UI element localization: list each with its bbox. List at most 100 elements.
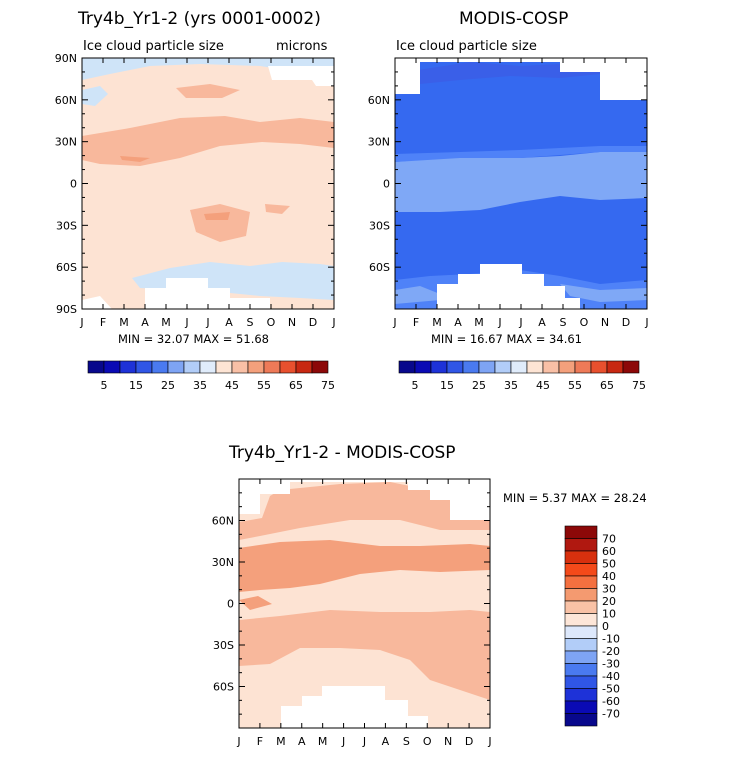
panel1-stats: MIN = 32.07 MAX = 51.68: [118, 332, 269, 346]
colorbar-swatch: [558, 360, 576, 374]
x-tick-label: J: [644, 316, 648, 329]
colorbar-swatch: [295, 360, 313, 374]
colorbar-label: 20: [602, 595, 616, 608]
colorbar-label: 65: [600, 379, 614, 392]
panel1-blue-north: [82, 58, 334, 80]
colorbar-label: 15: [129, 379, 143, 392]
colorbar-swatch: [183, 360, 201, 374]
colorbar-swatch: [564, 638, 598, 652]
x-tick-label: D: [622, 316, 630, 329]
colorbar-swatch: [564, 575, 598, 589]
panel1-deep-b: [204, 212, 230, 220]
colorbar-label: -30: [602, 658, 620, 671]
colorbar-swatch: [279, 360, 297, 374]
x-tick-label: M: [119, 316, 129, 329]
x-tick-label: S: [560, 316, 567, 329]
panel2-light-s2: [395, 286, 470, 304]
x-tick-label: N: [288, 316, 296, 329]
panel1-subtitle: Ice cloud particle size: [83, 39, 224, 54]
colorbar-swatch: [414, 360, 432, 374]
y-tick-label: 60S: [369, 261, 390, 274]
panel3-missing-n: [239, 479, 490, 520]
colorbar-swatch: [564, 538, 598, 552]
x-tick-label: J: [331, 316, 335, 329]
colorbar-label: 75: [632, 379, 646, 392]
colorbar-swatch: [564, 713, 598, 727]
colorbar-label: -40: [602, 670, 620, 683]
y-tick-label: 30N: [55, 136, 77, 149]
x-tick-label: A: [298, 735, 306, 748]
colorbar-label: 35: [504, 379, 518, 392]
y-tick-label: 30N: [212, 556, 234, 569]
colorbar-swatch: [606, 360, 624, 374]
x-tick-label: O: [267, 316, 276, 329]
y-tick-label: 0: [70, 178, 77, 191]
colorbar-swatch: [564, 688, 598, 702]
panel3-title: Try4b_Yr1-2 - MODIS-COSP: [228, 443, 456, 463]
y-tick-label: 0: [383, 178, 390, 191]
x-tick-label: M: [432, 316, 442, 329]
colorbar-label: -10: [602, 633, 620, 646]
colorbar-label: 30: [602, 583, 616, 596]
panel2-mid-n: [395, 146, 647, 162]
panel1-blue-north2: [82, 86, 108, 106]
colorbar-swatch: [151, 360, 169, 374]
y-tick-label: 60N: [212, 515, 234, 528]
x-tick-label: O: [580, 316, 589, 329]
x-tick-label: A: [382, 735, 390, 748]
colorbar-swatch: [478, 360, 496, 374]
x-tick-label: M: [318, 735, 328, 748]
y-tick-label: 30S: [213, 639, 234, 652]
panel2-dark-north: [418, 60, 600, 84]
panel3-light-s: [239, 660, 360, 702]
colorbar-label: -70: [602, 708, 620, 721]
x-tick-label: F: [257, 735, 263, 748]
x-tick-label: J: [236, 735, 240, 748]
colorbar-swatch: [564, 550, 598, 564]
colorbar-swatch: [564, 663, 598, 677]
panel2-missing-n: [395, 58, 647, 100]
colorbar-swatch: [430, 360, 448, 374]
colorbar-label: -60: [602, 695, 620, 708]
colorbar-swatch: [231, 360, 249, 374]
x-tick-label: J: [392, 316, 396, 329]
colorbar-swatch: [510, 360, 528, 374]
colorbar-swatch: [564, 525, 598, 539]
x-tick-label: J: [487, 735, 491, 748]
panel-diff: Try4b_Yr1-2 - MODIS-COSP J F M A M J J A S O N D J60…: [212, 443, 647, 748]
y-tick-label: 30S: [56, 219, 77, 232]
colorbar-swatch: [542, 360, 560, 374]
x-tick-label: M: [276, 735, 286, 748]
x-tick-label: D: [465, 735, 473, 748]
panel3-plot: [239, 479, 490, 728]
x-tick-label: A: [141, 316, 149, 329]
colorbar-swatch: [564, 625, 598, 639]
panel2-title: MODIS-COSP: [459, 9, 568, 29]
x-tick-label: J: [362, 735, 366, 748]
colorbar-label: 5: [101, 379, 108, 392]
colorbar-swatch: [564, 613, 598, 627]
panel2-colorbar: 5 15 25 35 45 55 65 75: [398, 360, 646, 392]
colorbar-swatch: [167, 360, 185, 374]
panel1-deep-a: [120, 156, 150, 162]
colorbar-swatch: [215, 360, 233, 374]
y-tick-label: 0: [227, 598, 234, 611]
panel2-stats: MIN = 16.67 MAX = 34.61: [431, 332, 582, 346]
colorbar-swatch: [590, 360, 608, 374]
panel1-title: Try4b_Yr1-2 (yrs 0001-0002): [77, 9, 321, 29]
colorbar-label: 55: [568, 379, 582, 392]
x-tick-label: N: [444, 735, 452, 748]
y-tick-label: 60S: [56, 261, 77, 274]
panel2-mid-band: [395, 150, 647, 212]
colorbar-swatch: [119, 360, 137, 374]
panel3-light-eq: [400, 598, 430, 606]
panel3-deep-mid: [239, 540, 490, 592]
colorbar-swatch: [622, 360, 640, 374]
colorbar-label: 75: [321, 379, 335, 392]
y-tick-label: 90N: [55, 52, 77, 65]
colorbar-label: 25: [161, 379, 175, 392]
colorbar-swatch: [103, 360, 121, 374]
panel2-missing-s: [437, 264, 580, 309]
